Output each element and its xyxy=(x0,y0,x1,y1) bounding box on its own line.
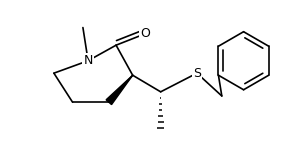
Text: O: O xyxy=(140,27,150,40)
Text: N: N xyxy=(83,54,93,67)
Polygon shape xyxy=(106,75,133,105)
Text: S: S xyxy=(193,67,201,80)
